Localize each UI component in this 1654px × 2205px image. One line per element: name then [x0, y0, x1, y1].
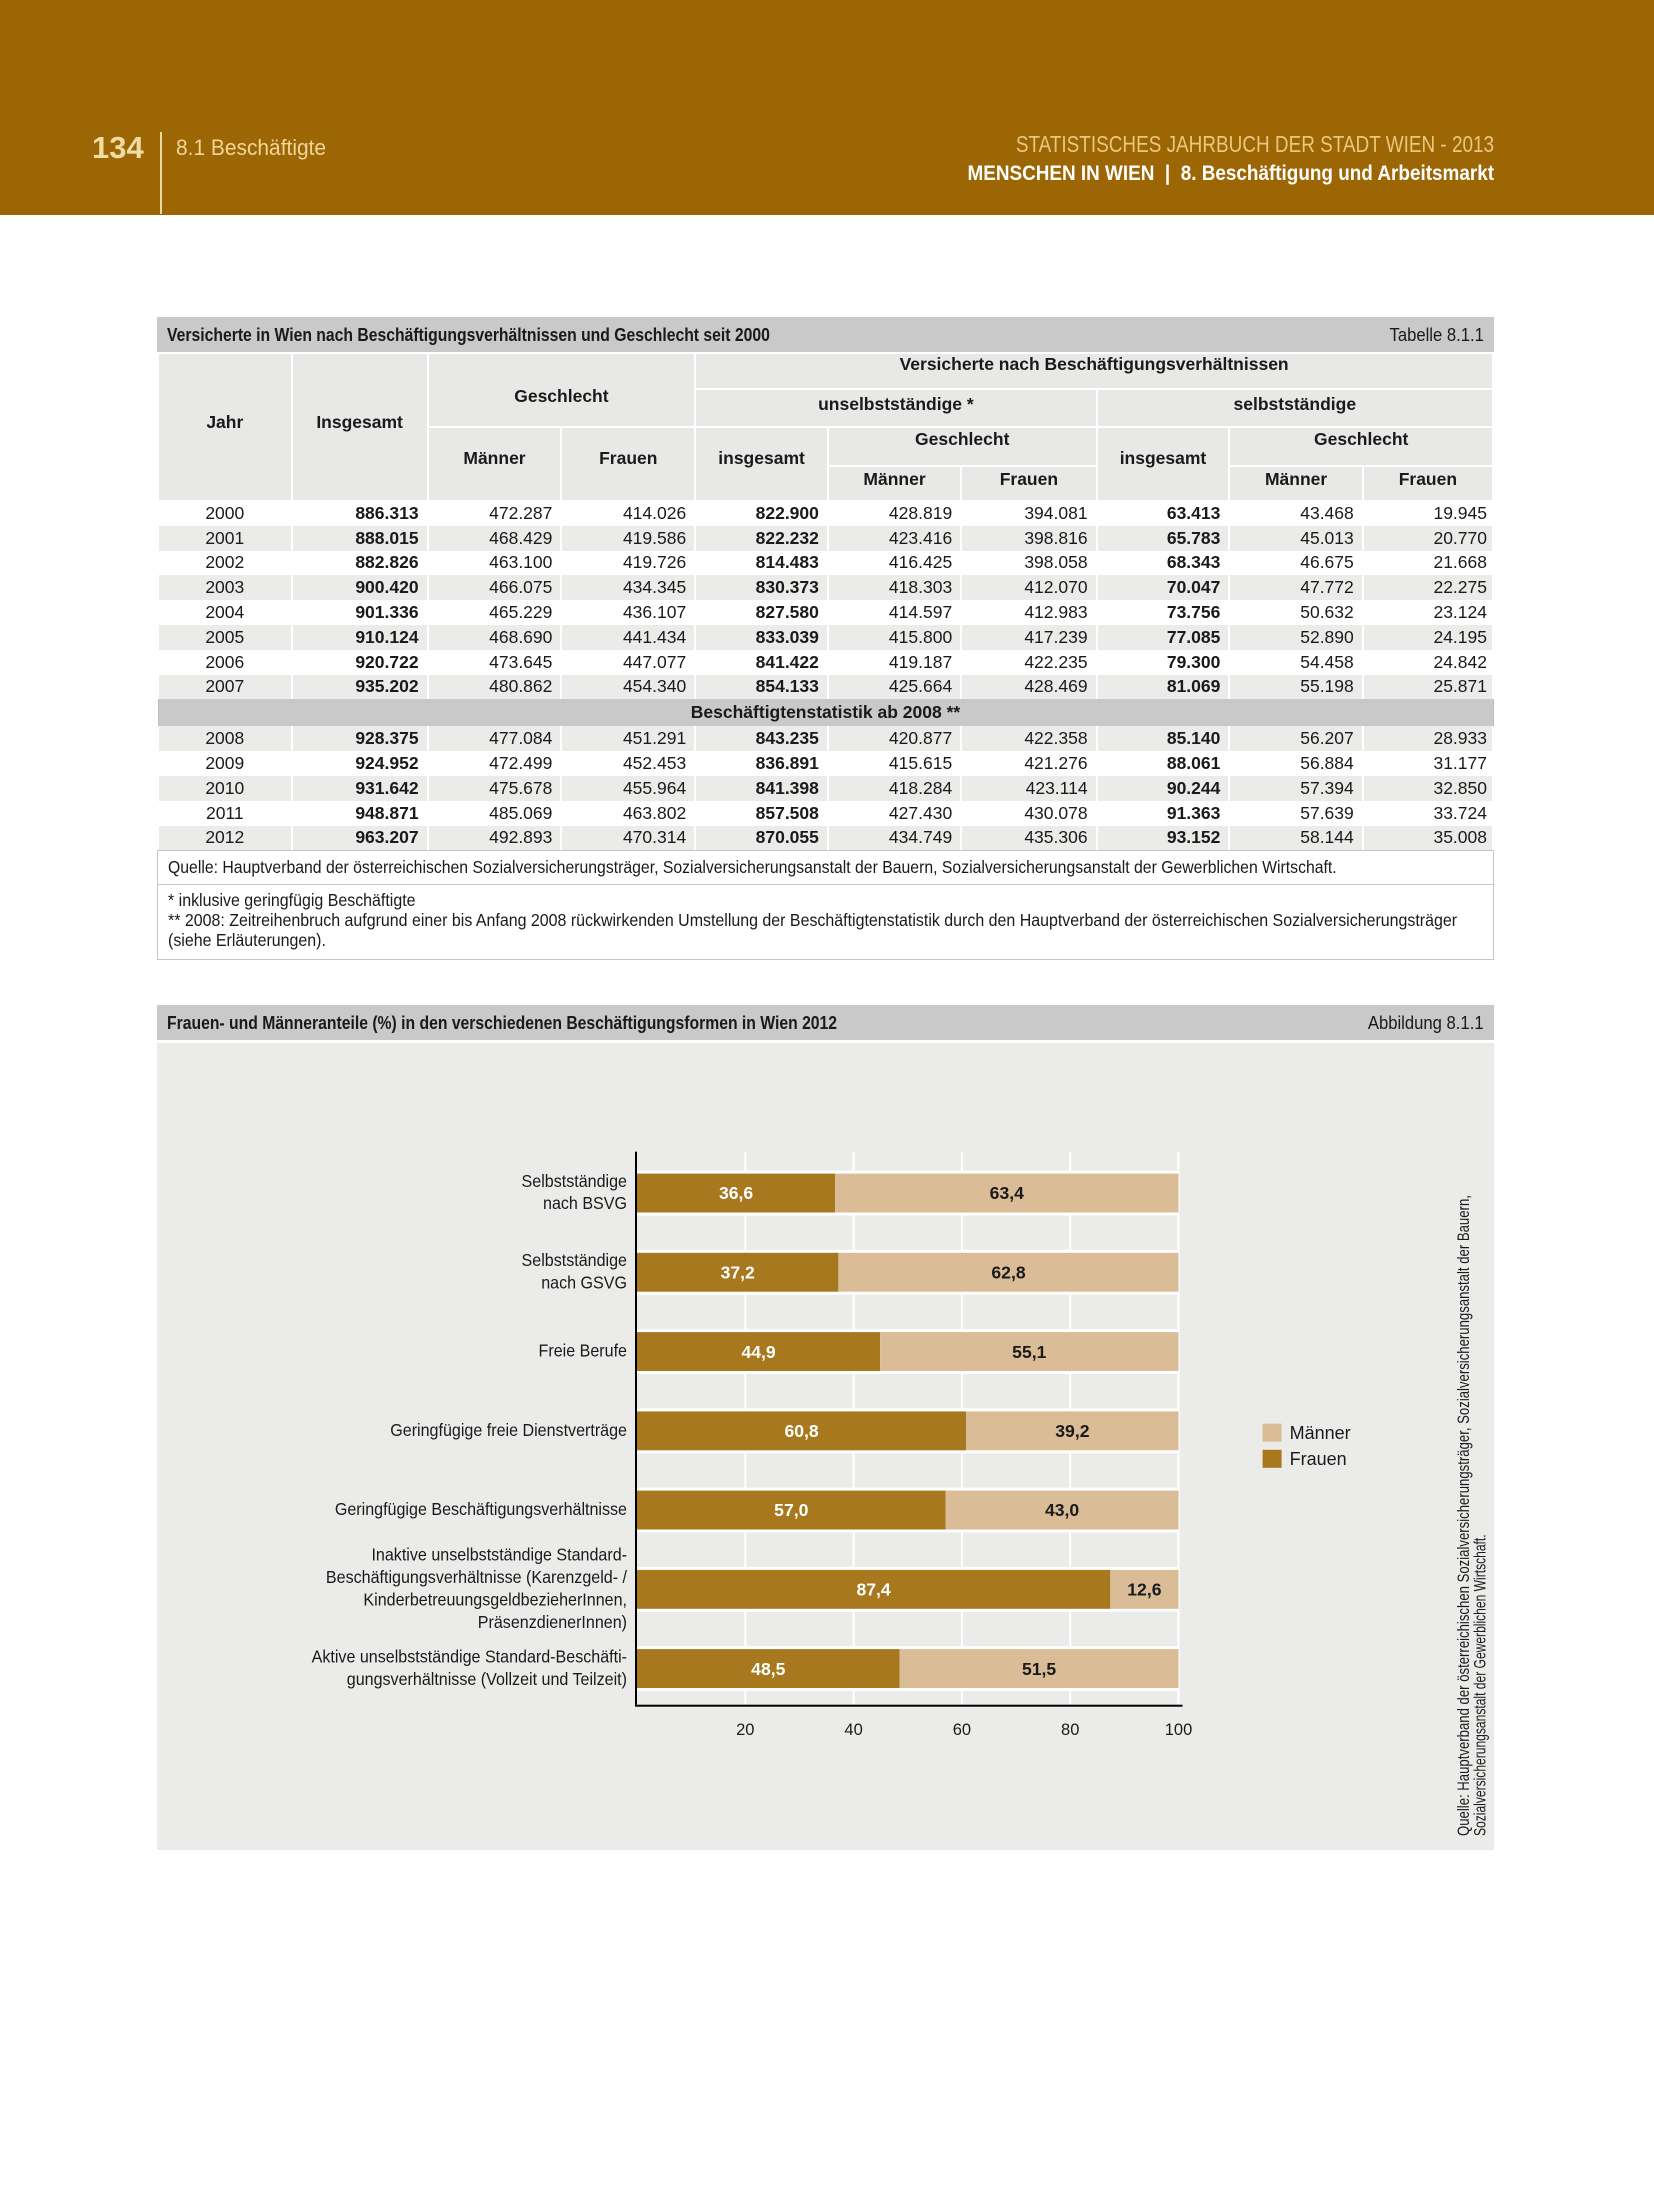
svg-text:Geringfügige freie Dienstvertr: Geringfügige freie Dienstverträge: [390, 1420, 627, 1440]
svg-text:PräsenzdienerInnen): PräsenzdienerInnen): [478, 1612, 627, 1632]
svg-text:Geringfügige Beschäftigungsver: Geringfügige Beschäftigungsverhältnisse: [335, 1500, 627, 1520]
svg-text:nach BSVG: nach BSVG: [543, 1194, 627, 1214]
svg-text:51,5: 51,5: [1022, 1659, 1056, 1679]
svg-text:44,9: 44,9: [741, 1342, 775, 1362]
svg-text:Sozialversicherungsanstalt der: Sozialversicherungsanstalt der Gewerblic…: [1472, 1534, 1490, 1836]
svg-text:KinderbetreuungsgeldbezieherIn: KinderbetreuungsgeldbezieherInnen,: [363, 1590, 627, 1610]
svg-text:gungsverhältnisse (Vollzeit un: gungsverhältnisse (Vollzeit und Teilzeit…: [347, 1669, 627, 1689]
svg-text:48,5: 48,5: [751, 1659, 785, 1679]
svg-text:40: 40: [844, 1721, 862, 1739]
svg-text:55,1: 55,1: [1012, 1342, 1046, 1362]
svg-text:63,4: 63,4: [990, 1183, 1024, 1203]
svg-text:60,8: 60,8: [784, 1421, 818, 1441]
svg-text:12,6: 12,6: [1127, 1580, 1161, 1600]
svg-text:62,8: 62,8: [991, 1263, 1025, 1283]
svg-text:Beschäftigungsverhältnisse (Ka: Beschäftigungsverhältnisse (Karenzgeld- …: [326, 1568, 627, 1588]
svg-text:Männer: Männer: [1290, 1423, 1351, 1443]
svg-text:43,0: 43,0: [1045, 1500, 1079, 1520]
svg-text:60: 60: [953, 1721, 971, 1739]
svg-text:Inaktive unselbstständige Stan: Inaktive unselbstständige Standard-: [371, 1545, 627, 1565]
svg-text:37,2: 37,2: [721, 1263, 755, 1283]
svg-text:57,0: 57,0: [774, 1500, 808, 1520]
svg-text:Selbstständige: Selbstständige: [522, 1171, 627, 1191]
svg-text:39,2: 39,2: [1055, 1421, 1089, 1441]
svg-text:Quelle: Hauptverband der öster: Quelle: Hauptverband der österreichische…: [1456, 1195, 1474, 1836]
svg-text:Freie Berufe: Freie Berufe: [539, 1341, 627, 1361]
svg-text:87,4: 87,4: [856, 1580, 890, 1600]
svg-text:Selbstständige: Selbstständige: [522, 1251, 627, 1271]
svg-text:36,6: 36,6: [719, 1183, 753, 1203]
svg-text:80: 80: [1061, 1721, 1079, 1739]
svg-text:20: 20: [736, 1721, 754, 1739]
svg-text:nach GSVG: nach GSVG: [541, 1273, 627, 1293]
svg-text:Aktive unselbstständige Standa: Aktive unselbstständige Standard-Beschäf…: [312, 1647, 627, 1667]
svg-text:100: 100: [1165, 1721, 1193, 1739]
svg-text:Frauen: Frauen: [1290, 1449, 1347, 1469]
